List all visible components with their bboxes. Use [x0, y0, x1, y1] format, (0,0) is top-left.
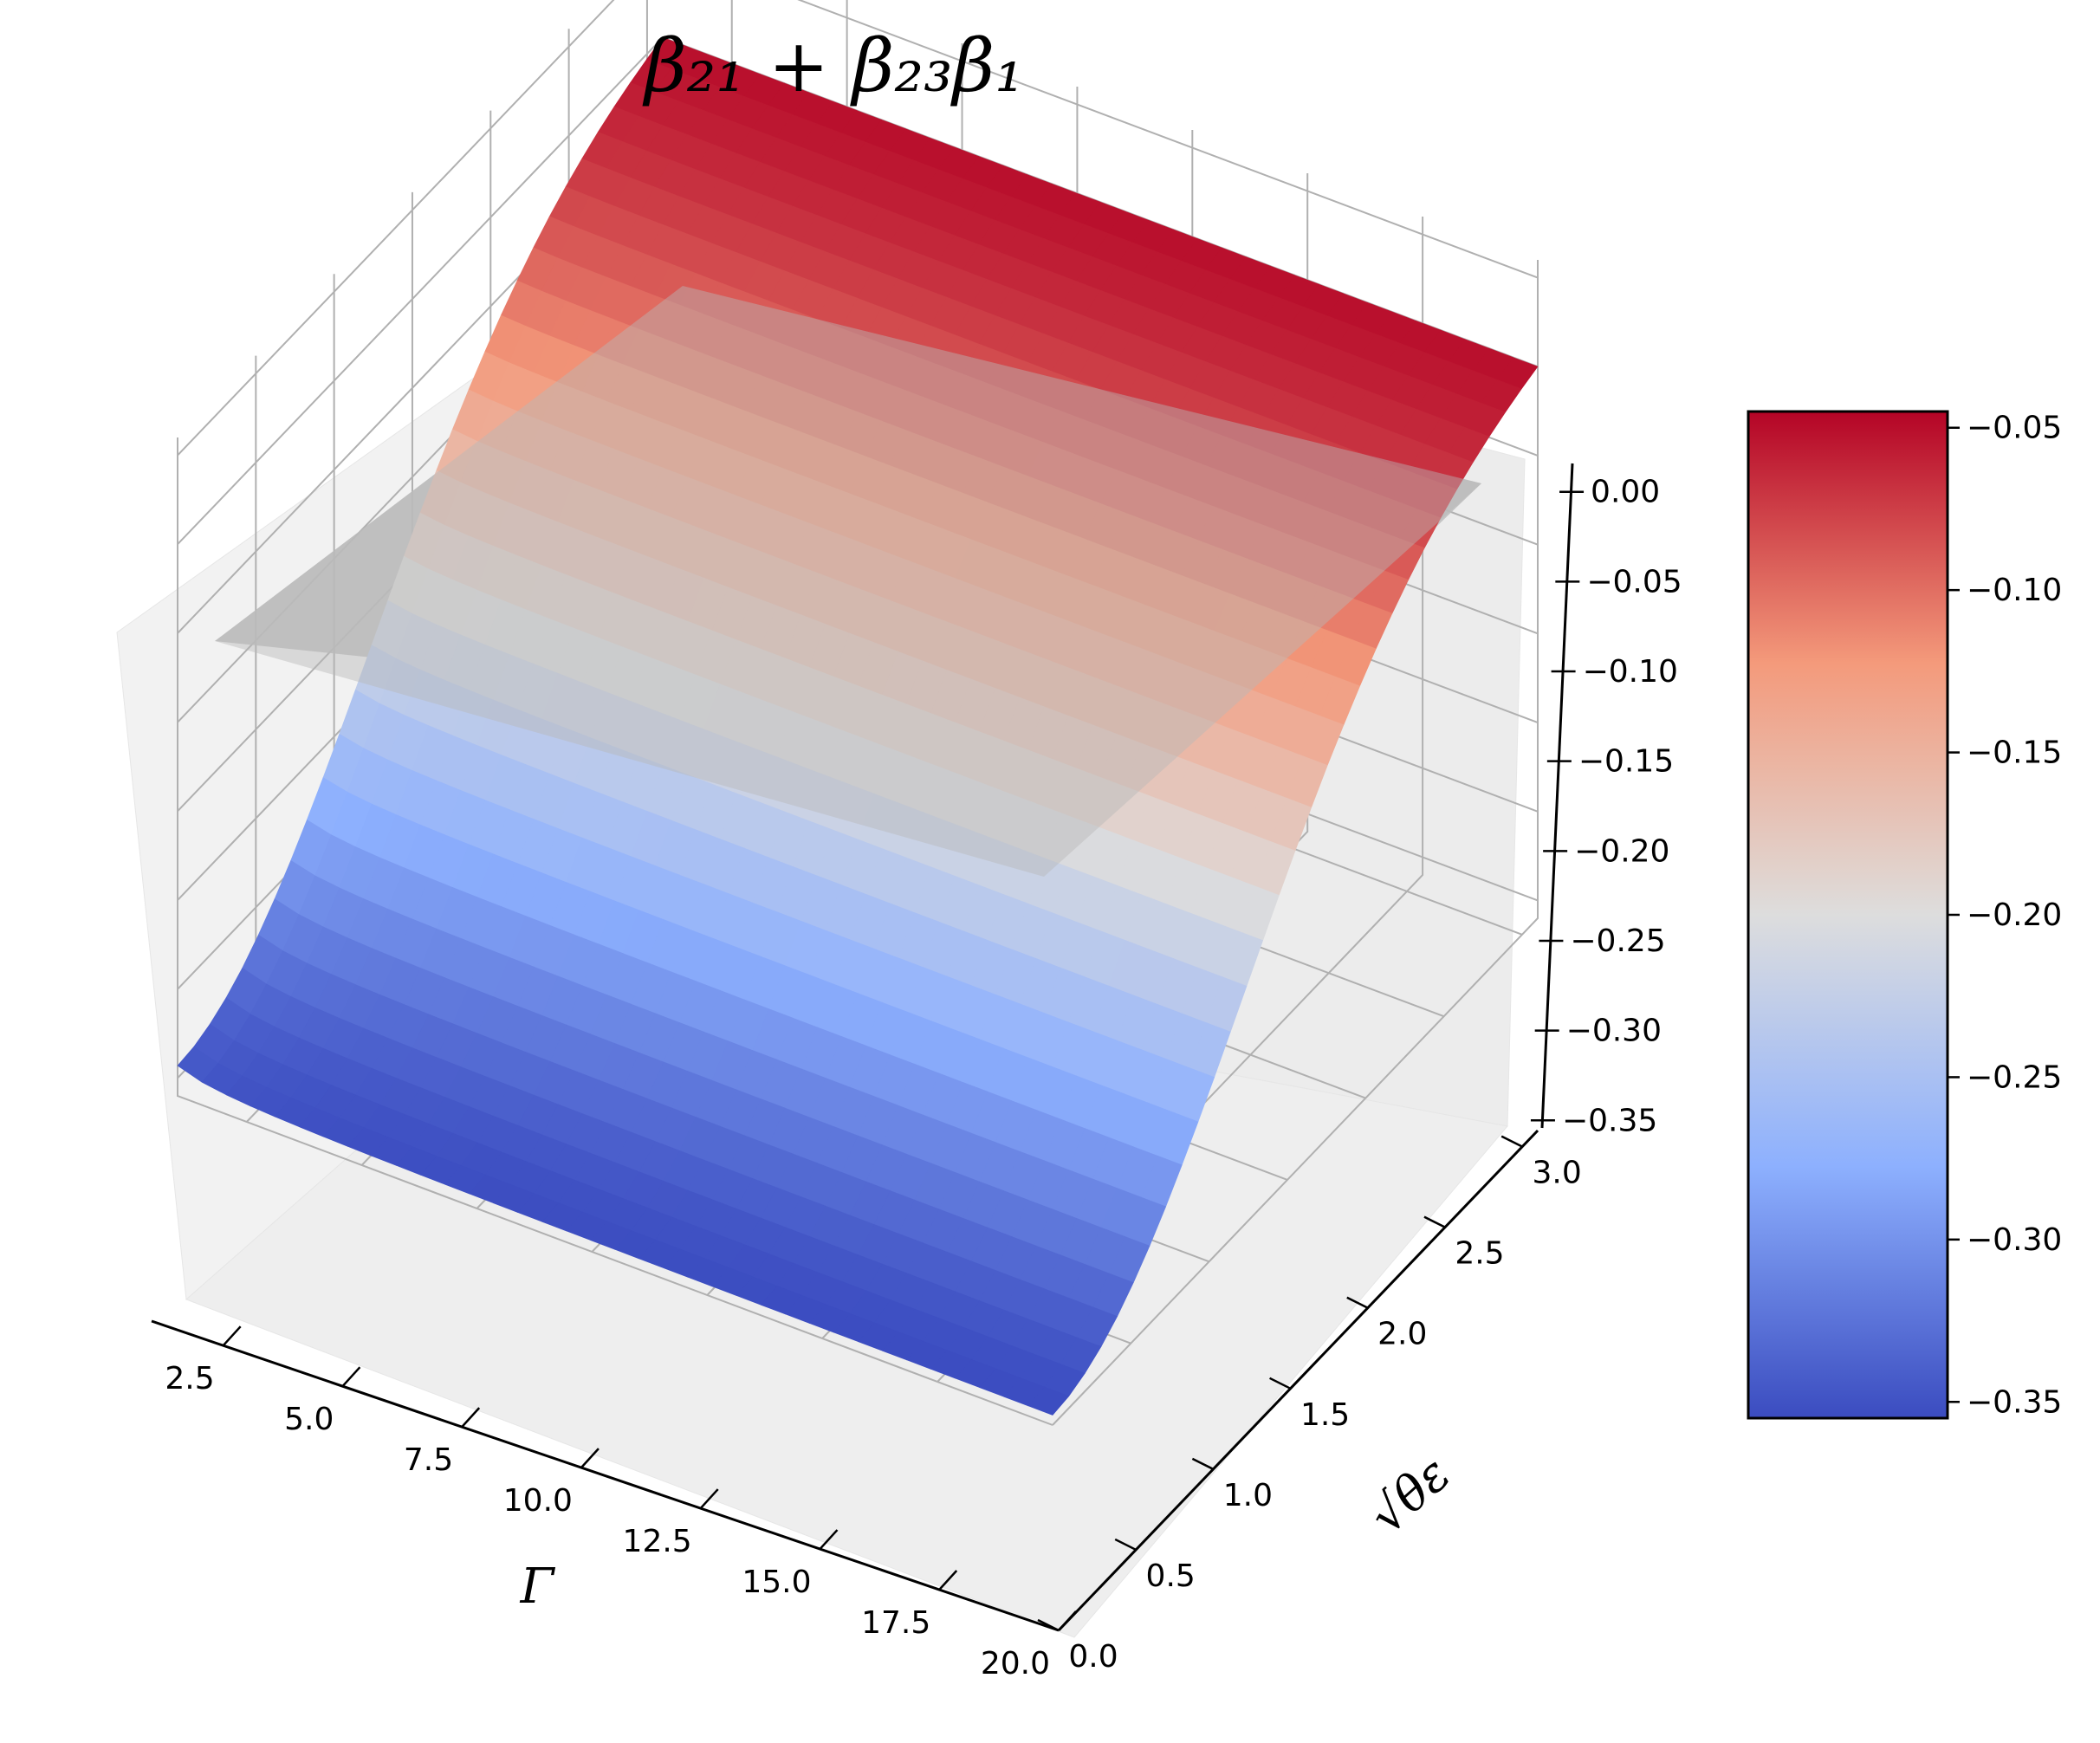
- x-axis-label: Γ: [520, 1558, 556, 1615]
- colorbar-tick-label: −0.30: [1967, 1222, 2062, 1258]
- x-tick-label: 12.5: [623, 1524, 692, 1559]
- y-tick-label: 1.0: [1223, 1478, 1273, 1513]
- colorbar-tick-label: −0.25: [1967, 1059, 2062, 1095]
- surface: [177, 36, 1539, 1416]
- y-tick-mark: [1346, 1296, 1369, 1309]
- colorbar-tick-label: −0.05: [1967, 411, 2062, 446]
- x-tick-label: 20.0: [981, 1646, 1050, 1681]
- x-tick-mark: [580, 1448, 600, 1468]
- z-tick-label: −0.25: [1570, 923, 1665, 959]
- colorbar-tick-label: −0.15: [1967, 735, 2062, 771]
- colorbar-tick-label: −0.10: [1967, 573, 2062, 608]
- y-tick-mark: [1269, 1377, 1292, 1390]
- y-tick-mark: [1423, 1215, 1446, 1228]
- colorbar-tick-label: −0.20: [1967, 897, 2062, 933]
- y-tick-label: 0.5: [1146, 1558, 1196, 1594]
- colorbar: [1747, 410, 1949, 1420]
- gridline-z: [177, 0, 1539, 457]
- z-tick-label: −0.20: [1574, 833, 1669, 869]
- x-tick-mark: [341, 1366, 361, 1387]
- gridline-x: [1052, 260, 1539, 1426]
- z-tick-label: 0.00: [1591, 475, 1660, 510]
- y-tick-label: 0.0: [1068, 1639, 1118, 1675]
- x-tick-label: 17.5: [861, 1605, 930, 1641]
- y-tick-label: 3.0: [1533, 1156, 1582, 1191]
- y-tick-mark: [1114, 1538, 1137, 1552]
- colorbar-ticks: −0.05 −0.10 −0.15 −0.20 −0.25 −0.30 −0.35: [1948, 411, 2062, 1420]
- gridline-y: [177, 437, 1053, 1426]
- x-tick-label: 15.0: [742, 1565, 811, 1600]
- x-ticks: 2.5 5.0 7.5 10.0 12.5 15.0 17.5 20.0: [165, 1325, 1077, 1681]
- x-tick-label: 5.0: [284, 1402, 334, 1437]
- x-tick-mark: [1058, 1610, 1077, 1631]
- y-tick-mark: [1500, 1135, 1523, 1148]
- y-tick-label: 2.0: [1377, 1317, 1427, 1352]
- z-axis-line: [1540, 463, 1574, 1129]
- y-tick-label: 1.5: [1300, 1397, 1350, 1433]
- x-tick-label: 7.5: [404, 1442, 453, 1478]
- y-axis-line: [1057, 1129, 1539, 1632]
- z-tick-label: −0.35: [1562, 1103, 1657, 1138]
- x-tick-mark: [819, 1529, 839, 1550]
- colorbar-tick-label: −0.35: [1967, 1384, 2062, 1420]
- chart-title: β₂₁ + β₂₃β₁: [642, 23, 1024, 108]
- y-axis-label: √θε: [1359, 1446, 1461, 1545]
- x-tick-label: 10.0: [503, 1483, 573, 1519]
- reference-plane-front: [215, 286, 1481, 877]
- z-ticks: 0.00 −0.05 −0.10 −0.15 −0.20 −0.25 −0.30 −0.35: [1530, 475, 1682, 1138]
- x-tick-mark: [699, 1488, 719, 1509]
- x-tick-mark: [222, 1325, 242, 1347]
- x-tick-label: 2.5: [165, 1361, 214, 1396]
- y-tick-mark: [1037, 1618, 1060, 1632]
- x-tick-mark: [461, 1407, 481, 1428]
- z-tick-label: −0.05: [1586, 564, 1682, 599]
- y-tick-mark: [1191, 1457, 1214, 1470]
- z-tick-label: −0.15: [1578, 744, 1674, 780]
- y-tick-label: 2.5: [1455, 1236, 1504, 1272]
- x-tick-mark: [938, 1570, 958, 1591]
- z-tick-label: −0.10: [1583, 654, 1678, 690]
- y-ticks: 0.0 0.5 1.0 1.5 2.0 2.5 3.0: [1037, 1135, 1582, 1675]
- z-tick-label: −0.30: [1566, 1014, 1662, 1049]
- x-axis-line: [151, 1319, 1060, 1632]
- surface-patch: [1027, 1386, 1070, 1416]
